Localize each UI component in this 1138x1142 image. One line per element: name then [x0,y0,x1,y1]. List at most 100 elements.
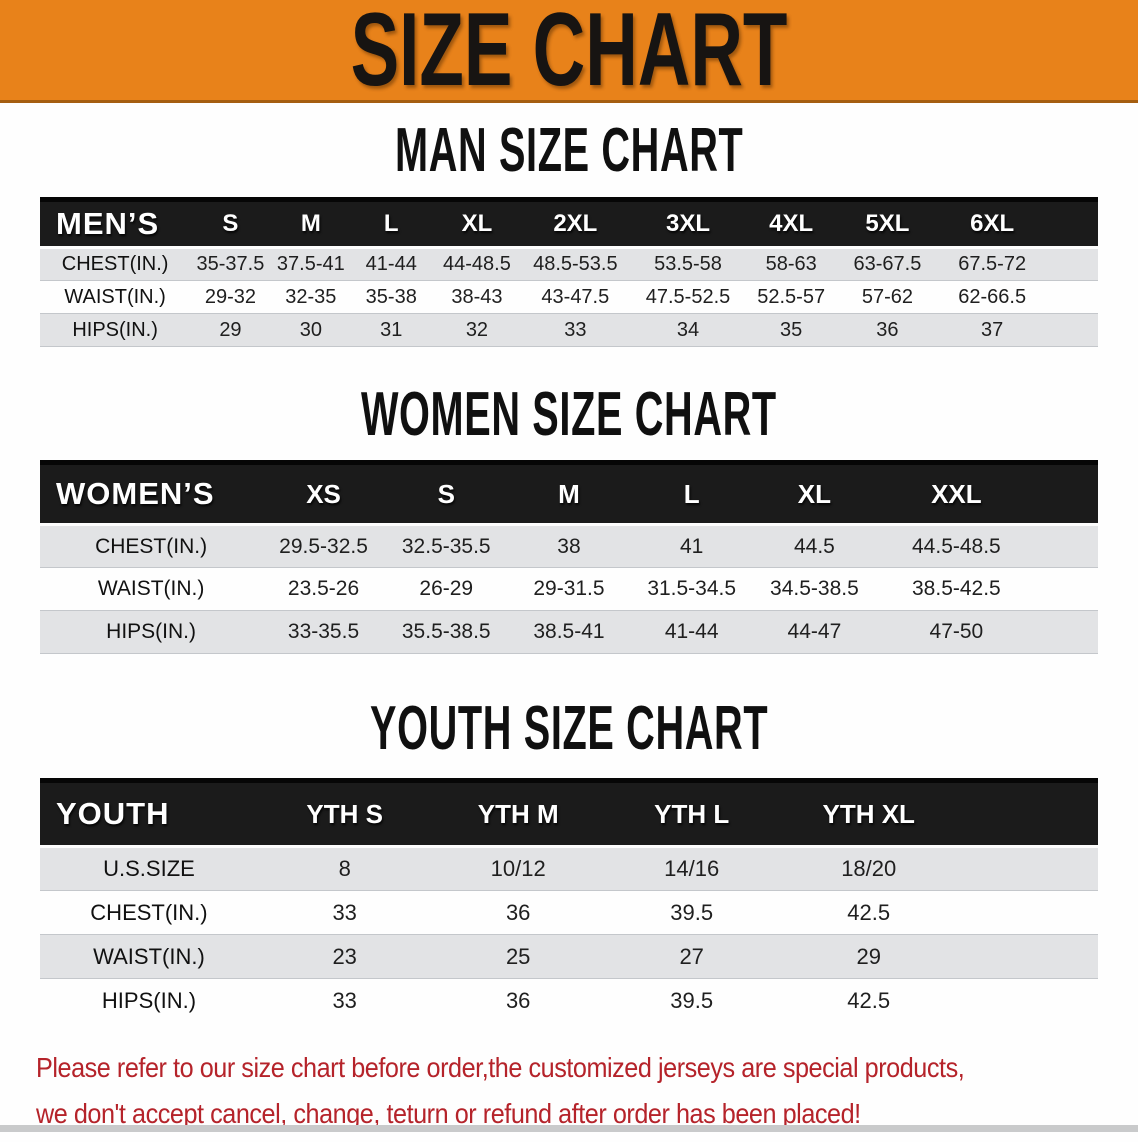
youth-size-section: YOUTH SIZE CHART YOUTH YTH S YTH M YTH L YTH… [0,698,1138,1023]
value-cell: 14/16 [604,846,779,891]
row-label-cell: CHEST(IN.) [40,247,191,281]
value-cell: 33 [332,899,357,925]
column-header: YTH S [257,778,432,848]
value-cell: 23.5-26 [287,577,360,600]
value-cell: 38.5-41 [507,610,631,654]
value-cell: 25 [431,934,605,979]
table-corner-label: WOMEN’S [40,460,263,526]
column-header: 6XL [940,197,1098,249]
table-header-row: WOMEN’S XS S M L XL XXL [40,460,1098,526]
table-row: WAIST(IN.) 23 25 27 29 [40,934,1098,979]
table-corner-label: YOUTH [40,778,258,848]
table-row: CHEST(IN.) 29.5-32.5 32.5-35.5 38 41 44.5 44.5… [40,524,1098,568]
value-cell: 58-63 [747,247,835,281]
row-label-cell: HIPS(IN.) [101,987,197,1013]
value-cell: 63-67.5 [834,247,941,281]
women-section-heading-text: WOMEN SIZE CHART [361,380,777,449]
banner-title: SIZE CHART [350,0,788,108]
disclaimer: Please refer to our size chart before or… [36,1045,1138,1137]
value-cell: 35-38 [365,285,417,308]
value-cell: 44-47 [753,610,876,654]
column-header: YTH XL [778,778,1098,848]
value-cell: 41-44 [630,610,754,654]
table-row: CHEST(IN.) 35-37.5 37.5-41 41-44 44-48.5 48.5… [40,247,1098,281]
row-label-cell: CHEST(IN.) [90,899,208,925]
value-cell: 34.5-38.5 [770,577,859,600]
value-cell: 67.5-72 [940,247,1098,281]
table-corner-label: MEN’S [40,197,191,249]
table-header-row: MEN’S S M L XL 2XL 3XL 4XL 5XL 6XL [40,197,1098,249]
row-label-cell: WAIST(IN.) [97,577,205,600]
column-header: L [351,197,432,249]
value-cell: 44.5-48.5 [875,524,1098,568]
men-size-section: MAN SIZE CHART MEN’S S M L XL 2XL 3XL 4XL 5XL 6XL… [0,120,1138,347]
value-cell: 36 [505,899,531,925]
value-cell: 33 [522,313,629,347]
value-cell: 41 [630,524,754,568]
table-header-row: YOUTH YTH S YTH M YTH L YTH XL [40,778,1098,848]
value-cell: 29.5-32.5 [262,524,385,568]
column-header: L [630,460,754,526]
column-header: YTH L [604,778,779,848]
table-row: HIPS(IN.) 29 30 31 32 33 34 35 36 37 [40,313,1098,347]
row-label-cell: HIPS(IN.) [40,610,263,654]
value-cell: 29 [190,313,271,347]
value-cell: 62-66.5 [958,285,1027,308]
women-section-heading: WOMEN SIZE CHART [0,380,1138,449]
row-label-cell: HIPS(IN.) [40,313,191,347]
column-header: 3XL [628,197,748,249]
value-cell: 18/20 [778,846,1098,891]
value-cell: 23 [257,934,432,979]
value-cell: 44-48.5 [431,247,523,281]
row-label-cell: U.S.SIZE [40,846,258,891]
value-cell: 52.5-57 [757,285,826,308]
value-cell: 29-32 [204,285,257,308]
value-cell: 38-43 [451,285,503,308]
column-header: 2XL [522,197,629,249]
column-header: 4XL [747,197,835,249]
disclaimer-line-2-text: we don't accept cancel, change, teturn o… [36,1097,861,1129]
value-cell: 47-50 [875,610,1098,654]
value-cell: 42.5 [847,899,891,925]
value-cell: 37 [940,313,1098,347]
column-header: XL [431,197,523,249]
row-label-cell: WAIST(IN.) [40,934,258,979]
value-cell: 38.5-42.5 [912,577,1001,600]
value-cell: 29-31.5 [533,577,605,600]
column-header: M [270,197,352,249]
value-cell: 53.5-58 [628,247,748,281]
disclaimer-line-1-text: Please refer to our size chart before or… [36,1051,965,1083]
column-header: XL [753,460,876,526]
column-header: S [190,197,271,249]
value-cell: 38 [507,524,631,568]
value-cell: 32 [431,313,523,347]
table-row: WAIST(IN.) 29-32 32-35 35-38 38-43 43-47.5 47.… [40,281,1098,314]
value-cell: 10/12 [431,846,605,891]
column-header: XS [262,460,385,526]
value-cell: 32-35 [285,285,337,308]
table-row: HIPS(IN.) 33-35.5 35.5-38.5 38.5-41 41-44 44-… [40,610,1098,654]
value-cell: 39.5 [670,987,714,1013]
column-header: S [384,460,508,526]
value-cell: 41-44 [351,247,432,281]
row-label-cell: CHEST(IN.) [40,524,263,568]
value-cell: 30 [270,313,352,347]
value-cell: 35 [747,313,835,347]
column-header: 5XL [834,197,941,249]
value-cell: 36 [834,313,941,347]
column-header: YTH M [431,778,605,848]
value-cell: 42.5 [847,987,891,1013]
value-cell: 31.5-34.5 [647,577,737,600]
value-cell: 31 [351,313,432,347]
value-cell: 27 [604,934,779,979]
column-header: XXL [875,460,1098,526]
row-label-cell: WAIST(IN.) [64,285,166,308]
value-cell: 47.5-52.5 [645,285,731,308]
women-size-table: WOMEN’S XS S M L XL XXL CHEST(IN.) 29.5-32.5 32.5… [40,460,1098,654]
value-cell: 43-47.5 [541,285,610,308]
disclaimer-line: we don't accept cancel, change, teturn o… [36,1091,1138,1137]
value-cell: 57-62 [861,285,913,308]
men-size-table: MEN’S S M L XL 2XL 3XL 4XL 5XL 6XL CHEST(IN.) 35-37… [40,197,1098,347]
value-cell: 35-37.5 [190,247,271,281]
value-cell: 35.5-38.5 [384,610,508,654]
